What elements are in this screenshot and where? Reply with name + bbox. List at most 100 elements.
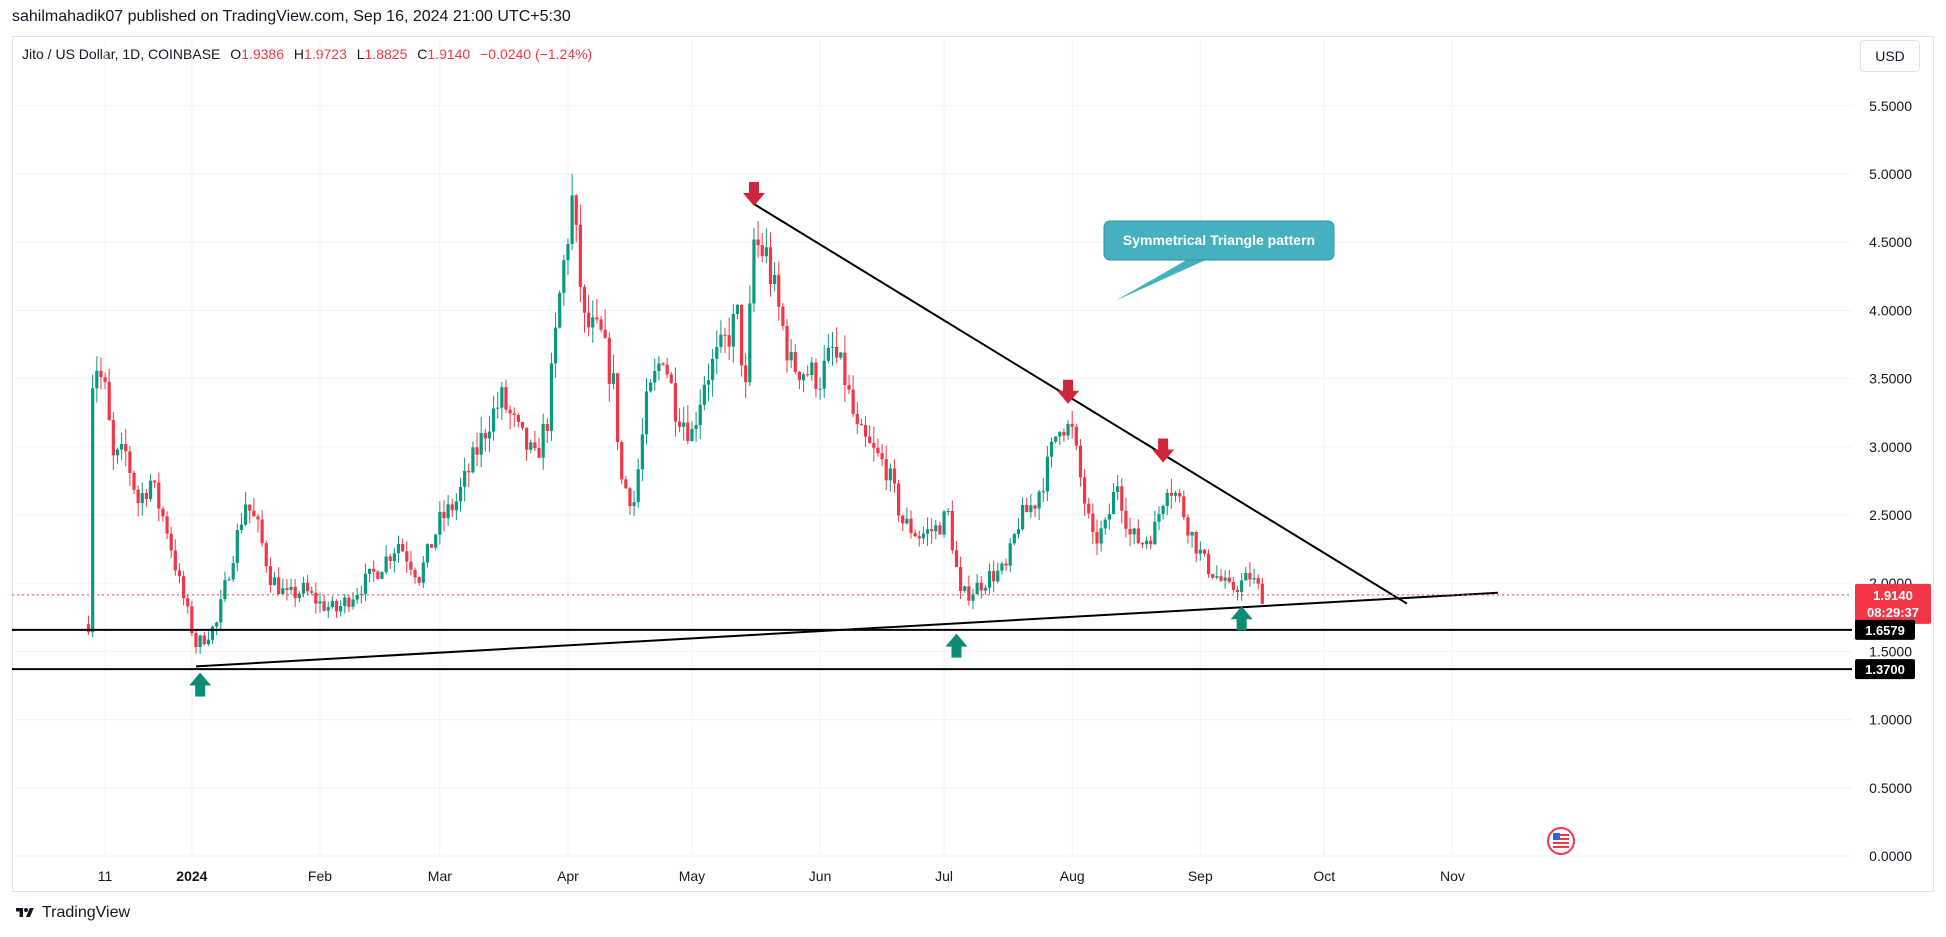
candle-body [942, 511, 946, 535]
candle-body [1153, 521, 1157, 545]
candle-body [496, 407, 500, 409]
candle-body [921, 533, 926, 539]
candle-body [1149, 540, 1153, 545]
candles [86, 173, 1264, 654]
candle-body [553, 327, 558, 364]
candle-body [620, 442, 624, 480]
candle-body [1194, 531, 1198, 554]
candle-body [463, 470, 467, 487]
candle-body [115, 449, 120, 456]
callout-box [1103, 220, 1335, 261]
candle-body [1256, 578, 1260, 584]
candle-body [1029, 505, 1033, 513]
candle-body [992, 571, 996, 582]
candle-body [458, 486, 463, 502]
candle-body [549, 363, 554, 431]
change-value: −0.0240 (−1.24%) [480, 46, 593, 62]
candle-body [1025, 504, 1029, 513]
y-tick-label: 3.0000 [1869, 439, 1912, 455]
candle-body [892, 468, 897, 484]
candle-body [1144, 540, 1149, 545]
candle-body [793, 352, 797, 372]
candle-body [124, 444, 128, 452]
candle-body [1000, 563, 1004, 571]
candle-body [1062, 432, 1066, 436]
candle-body [843, 352, 847, 386]
y-tick-label: 3.5000 [1869, 371, 1912, 387]
candle-body [215, 622, 219, 627]
candle-body [987, 571, 992, 588]
candle-body [1248, 572, 1252, 580]
candle-body [677, 421, 682, 427]
candle-body [950, 511, 954, 551]
candle-body [467, 470, 471, 473]
candle-body [144, 493, 149, 500]
candle-body [277, 577, 281, 594]
y-tick-label: 0.5000 [1869, 780, 1912, 796]
candle-body [103, 377, 107, 382]
candle-body [301, 582, 306, 594]
candle-body [405, 551, 409, 562]
candle-body [219, 599, 223, 623]
last-price-label: 1.9140 [1873, 588, 1913, 603]
candle-body [1219, 576, 1223, 581]
footer-brand[interactable]: TradingView [14, 904, 130, 922]
x-tick-label: Aug [1060, 868, 1085, 884]
support-2-tag [1855, 659, 1915, 680]
candle-body [305, 582, 310, 592]
y-tick-label: 0.0000 [1869, 848, 1912, 864]
candle-body [1157, 514, 1161, 522]
candle-body [326, 607, 330, 611]
candle-body [830, 346, 835, 348]
candle-body [1198, 549, 1202, 554]
candle-body [1173, 493, 1178, 496]
candle-body [355, 594, 359, 600]
candle-body [1095, 531, 1099, 544]
candle-body [930, 529, 934, 532]
candle-body [905, 518, 909, 524]
candle-body [1058, 432, 1062, 437]
candle-body [425, 544, 430, 563]
close-value: 1.9140 [427, 46, 471, 62]
candle-body [785, 325, 789, 361]
currency-button[interactable]: USD [1860, 40, 1920, 72]
candle-body [1021, 504, 1025, 530]
candle-body [1244, 572, 1248, 581]
candle-body [917, 536, 921, 539]
x-tick-label: May [679, 868, 705, 884]
candle-body [711, 358, 715, 381]
candle-body [157, 482, 161, 509]
candle-body [487, 431, 492, 439]
candle-body [1169, 492, 1173, 496]
candle-body [297, 593, 301, 599]
price-axis: 5.5000 5.0000 4.5000 4.0000 3.5000 3.0000 2.50… [1869, 98, 1912, 864]
symbol-name[interactable]: Jito / US Dollar, 1D, COINBASE [22, 46, 221, 62]
candle-body [756, 239, 760, 246]
candle-body [665, 364, 669, 375]
candle-body [566, 243, 570, 261]
candle-body [615, 373, 620, 443]
candle-body [607, 337, 611, 384]
candle-body [764, 247, 768, 257]
candle-body [148, 480, 153, 500]
candle-body [161, 508, 165, 517]
candle-body [120, 444, 124, 450]
candle-body [438, 511, 442, 535]
candle-body [1045, 456, 1049, 492]
candle-body [611, 373, 616, 384]
candle-body [1082, 477, 1087, 504]
candle-body [504, 387, 508, 410]
candle-body [293, 586, 297, 599]
candle-body [210, 626, 215, 640]
candle-body [1033, 505, 1037, 509]
candle-body [380, 572, 384, 579]
candle-body [1103, 519, 1107, 529]
x-tick-label: 2024 [176, 868, 207, 884]
candle-body [855, 413, 859, 424]
candle-body [1235, 589, 1240, 593]
close-label: C [417, 46, 428, 62]
candle-body [1111, 491, 1116, 515]
candle-body [826, 347, 830, 361]
candle-body [1124, 510, 1128, 529]
